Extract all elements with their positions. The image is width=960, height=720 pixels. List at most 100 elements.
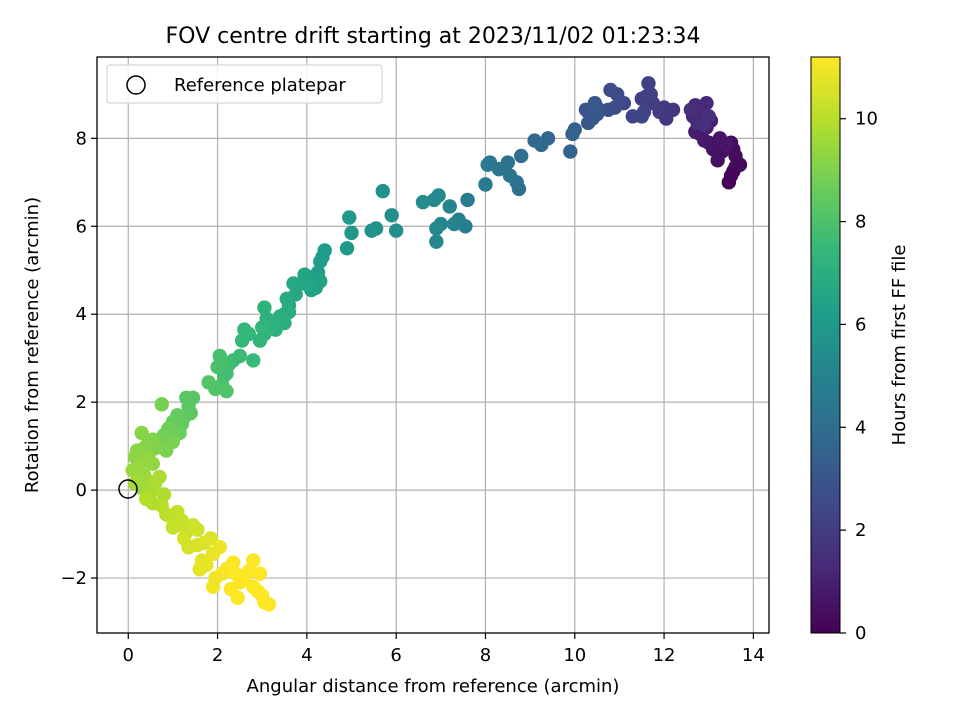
data-point bbox=[313, 274, 328, 289]
y-tick-label: 4 bbox=[76, 304, 87, 325]
x-axis-label: Angular distance from reference (arcmin) bbox=[247, 676, 620, 697]
data-point bbox=[580, 115, 596, 131]
data-point bbox=[156, 487, 172, 502]
data-point bbox=[199, 557, 214, 573]
data-point bbox=[375, 183, 390, 199]
data-point bbox=[601, 102, 616, 117]
data-point bbox=[339, 241, 355, 256]
data-point bbox=[643, 87, 658, 102]
data-point bbox=[234, 568, 250, 584]
x-tick-label: 12 bbox=[653, 645, 676, 666]
data-point bbox=[478, 177, 493, 192]
plot-frame bbox=[96, 56, 770, 634]
data-point bbox=[205, 579, 221, 595]
data-point bbox=[313, 254, 328, 269]
y-tick-label: 2 bbox=[76, 392, 87, 413]
x-tick-label: 0 bbox=[123, 645, 134, 666]
data-point bbox=[502, 168, 518, 183]
data-point bbox=[641, 76, 656, 91]
x-tick-label: 2 bbox=[212, 645, 223, 666]
legend-box bbox=[106, 64, 383, 104]
y-tick-label: 0 bbox=[76, 480, 87, 501]
data-point bbox=[246, 553, 261, 568]
data-point bbox=[252, 566, 268, 581]
data-point bbox=[447, 216, 462, 232]
data-point bbox=[210, 359, 225, 375]
chart-title: FOV centre drift starting at 2023/11/02 … bbox=[166, 24, 701, 49]
data-point bbox=[429, 234, 444, 249]
data-point bbox=[279, 291, 294, 307]
data-point bbox=[203, 531, 219, 546]
data-point bbox=[145, 456, 161, 471]
y-tick-label: 8 bbox=[76, 128, 87, 149]
data-point bbox=[565, 126, 580, 142]
colorbar-tick-label: 10 bbox=[855, 109, 878, 130]
data-point bbox=[388, 223, 404, 238]
x-axis-ticks: 0 2 4 6 8 10 12 14 bbox=[123, 633, 765, 666]
data-point bbox=[563, 144, 578, 159]
data-point bbox=[587, 98, 603, 113]
data-point bbox=[634, 109, 649, 124]
data-point bbox=[154, 397, 169, 412]
data-point bbox=[212, 540, 227, 555]
data-points bbox=[125, 76, 748, 612]
data-point bbox=[230, 590, 245, 606]
reference-platepar-marker bbox=[118, 479, 138, 499]
x-tick-label: 6 bbox=[390, 645, 401, 666]
colorbar-ticks: 0 2 4 6 8 10 bbox=[840, 109, 878, 644]
legend: Reference platepar bbox=[106, 64, 383, 104]
y-axis-ticks: −2 0 2 4 6 8 bbox=[60, 128, 97, 589]
data-point bbox=[125, 463, 140, 478]
colorbar-tick-label: 6 bbox=[855, 314, 866, 335]
y-tick-label: 6 bbox=[76, 216, 87, 237]
data-point bbox=[701, 109, 716, 124]
data-point bbox=[257, 300, 272, 315]
data-point bbox=[286, 276, 301, 291]
data-point bbox=[683, 102, 699, 117]
data-point bbox=[201, 375, 216, 390]
data-point bbox=[603, 82, 618, 98]
data-point bbox=[426, 192, 442, 208]
data-point bbox=[252, 333, 268, 348]
data-point bbox=[513, 148, 529, 164]
legend-entry: Reference platepar bbox=[174, 75, 346, 96]
data-point bbox=[255, 320, 270, 335]
data-point bbox=[344, 225, 359, 241]
x-tick-label: 14 bbox=[742, 645, 765, 666]
data-point bbox=[219, 383, 234, 399]
data-point bbox=[225, 555, 241, 570]
data-point bbox=[719, 137, 734, 153]
data-point bbox=[237, 322, 252, 337]
data-point bbox=[152, 469, 167, 485]
colorbar-tick-label: 8 bbox=[855, 212, 866, 233]
legend-marker bbox=[126, 75, 146, 95]
data-point bbox=[342, 210, 357, 225]
colorbar-tick-label: 2 bbox=[855, 520, 866, 541]
data-point bbox=[460, 192, 475, 208]
colorbar-label: Hours from first FF file bbox=[889, 245, 910, 446]
x-tick-label: 8 bbox=[480, 645, 491, 666]
colorbar-tick-label: 4 bbox=[855, 417, 866, 438]
x-tick-label: 10 bbox=[563, 645, 586, 666]
data-point bbox=[415, 194, 431, 210]
data-point bbox=[261, 597, 277, 612]
data-point bbox=[710, 153, 725, 168]
data-point bbox=[527, 133, 542, 148]
x-tick-label: 4 bbox=[301, 645, 312, 666]
y-axis-label: Rotation from reference (arcmin) bbox=[22, 197, 43, 493]
data-point bbox=[134, 425, 149, 441]
data-point bbox=[138, 491, 154, 507]
data-point bbox=[429, 221, 444, 236]
data-point bbox=[317, 243, 332, 258]
data-point bbox=[384, 208, 399, 223]
data-point bbox=[190, 522, 205, 537]
colorbar-tick-label: 0 bbox=[855, 623, 866, 644]
data-point bbox=[165, 520, 181, 535]
data-point bbox=[159, 443, 174, 458]
data-point bbox=[246, 353, 261, 368]
data-point bbox=[442, 199, 457, 214]
colorbar bbox=[810, 56, 841, 634]
y-tick-label: −2 bbox=[60, 568, 87, 589]
data-point bbox=[234, 333, 250, 348]
